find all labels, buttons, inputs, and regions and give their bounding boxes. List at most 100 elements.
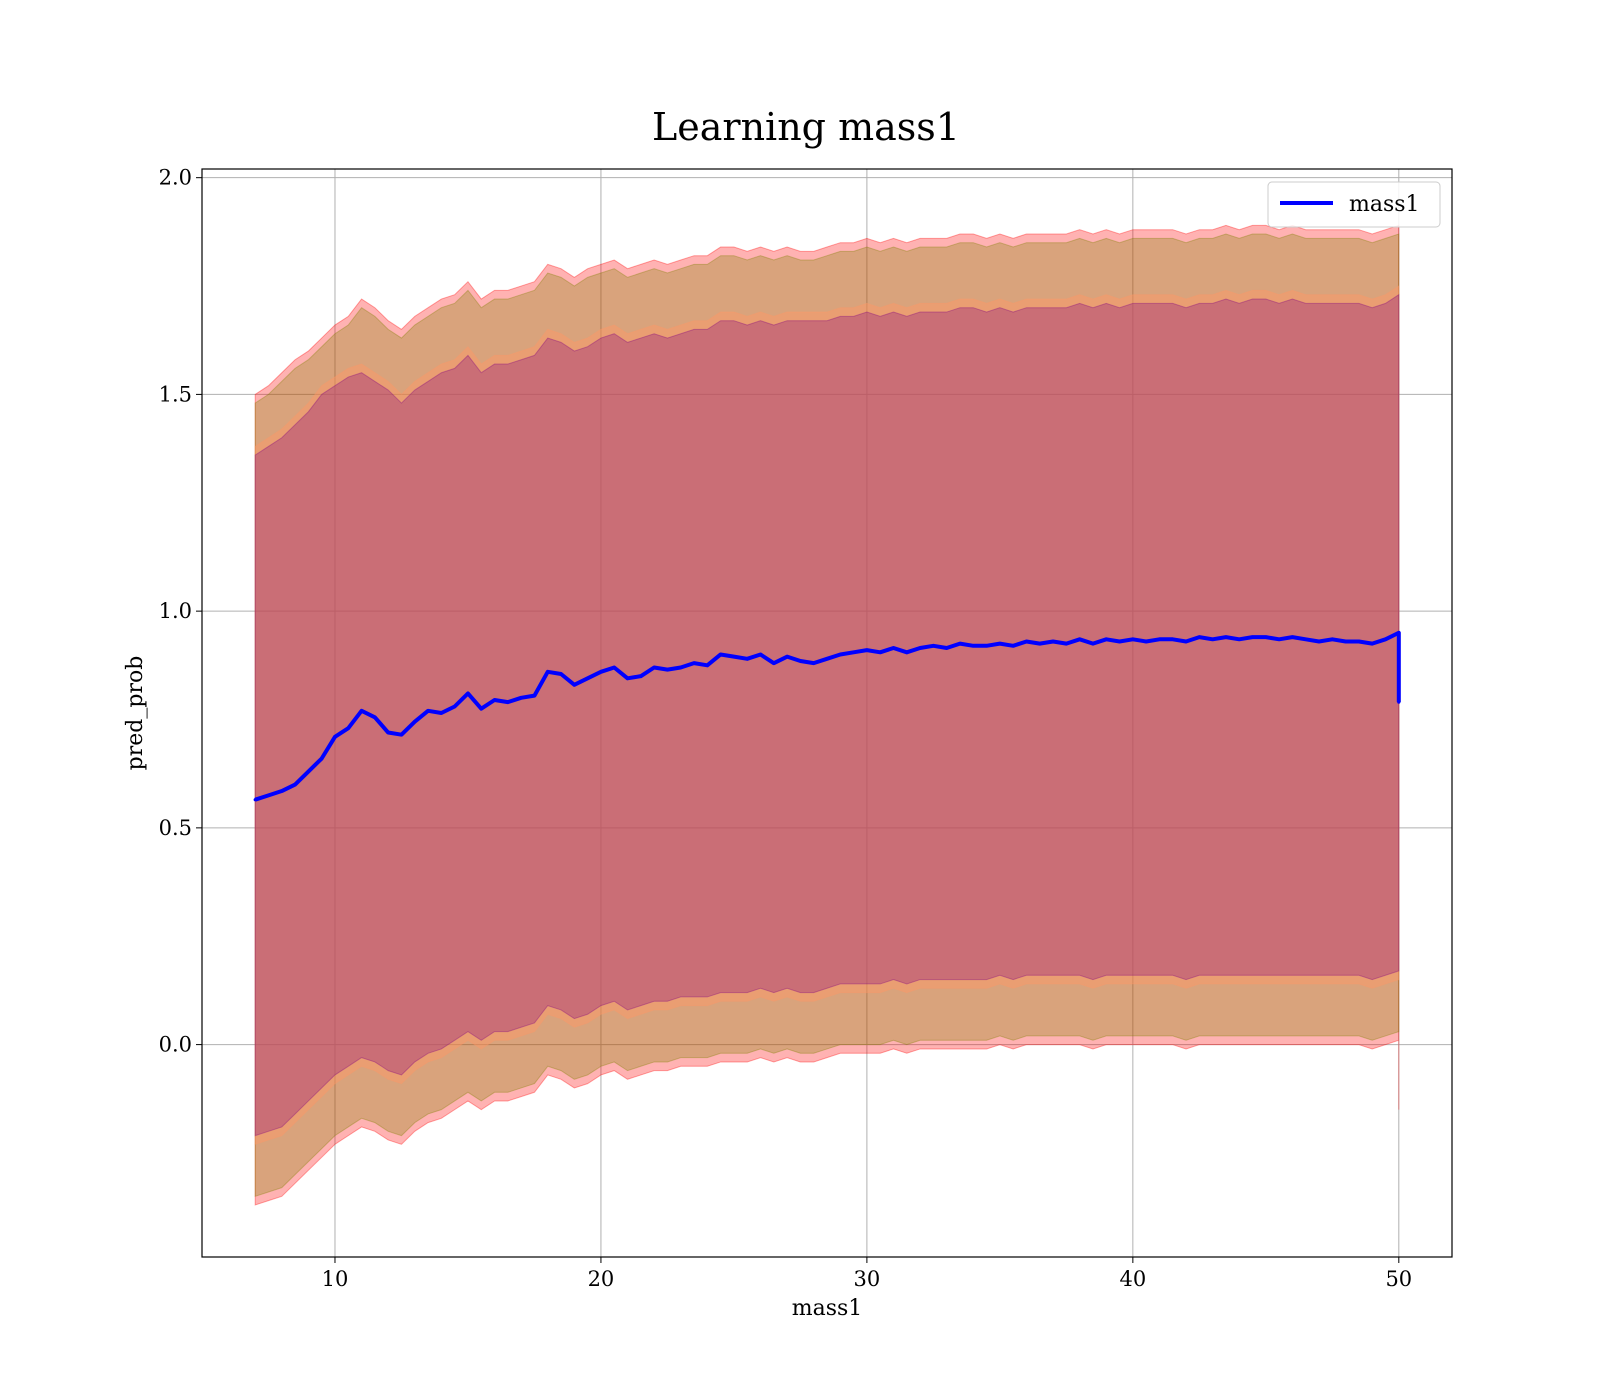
data-point: [586, 676, 590, 680]
x-tick-label: 10: [322, 1267, 349, 1291]
data-point: [1383, 637, 1388, 641]
data-point: [439, 711, 443, 715]
data-point: [772, 661, 776, 665]
data-point: [984, 644, 989, 648]
data-point: [519, 696, 523, 700]
data-point: [971, 644, 975, 648]
data-point: [479, 707, 483, 711]
data-point: [625, 676, 630, 680]
data-point: [1171, 637, 1175, 641]
data-point: [732, 655, 736, 659]
data-point: [692, 661, 696, 665]
data-point: [745, 657, 749, 661]
band-1: [254, 233, 1400, 1197]
data-point: [1317, 639, 1321, 644]
data-point: [1250, 635, 1255, 639]
band-2: [254, 285, 1400, 1145]
data-point: [785, 655, 789, 659]
data-point: [1237, 637, 1241, 641]
data-point: [1304, 637, 1308, 641]
data-point: [1144, 639, 1148, 644]
data-point: [1024, 639, 1029, 644]
data-point: [1397, 700, 1401, 704]
data-point: [333, 735, 337, 739]
data-point: [1091, 642, 1095, 646]
data-point: [679, 665, 683, 670]
legend: mass1: [1267, 181, 1441, 228]
data-point: [639, 674, 643, 678]
data-point: [1344, 639, 1348, 644]
data-point: [851, 650, 856, 654]
data-point: [998, 642, 1002, 646]
data-point: [253, 798, 257, 802]
data-point: [758, 652, 763, 657]
data-point: [1197, 635, 1201, 639]
data-point: [719, 652, 723, 657]
data-point: [399, 733, 404, 737]
data-point: [905, 650, 909, 654]
data-point: [1117, 639, 1122, 644]
data-point: [665, 668, 670, 672]
y-tick-label: 0.0: [159, 1033, 192, 1057]
data-point: [546, 670, 550, 674]
data-point: [705, 663, 709, 667]
data-point: [1397, 631, 1401, 635]
y-axis-ticks: 0.0 0.5 1.0 1.5 2.0: [159, 166, 202, 1057]
data-point: [878, 650, 882, 654]
series-line-mass1: [254, 630, 1401, 802]
data-point: [958, 642, 962, 646]
data-point: [945, 646, 949, 650]
data-point: [1011, 644, 1015, 648]
legend-box: [1267, 181, 1441, 228]
data-point: [1277, 637, 1281, 641]
data-point: [918, 646, 922, 650]
x-tick-label: 30: [854, 1267, 881, 1291]
data-point: [359, 709, 364, 713]
data-point: [293, 782, 297, 787]
data-point: [825, 657, 829, 661]
y-tick-label: 1.0: [159, 599, 192, 623]
data-point: [453, 704, 457, 709]
y-tick-label: 2.0: [159, 166, 192, 190]
data-point: [1290, 635, 1295, 639]
data-point: [492, 698, 497, 702]
data-point: [413, 720, 417, 724]
data-point: [1157, 637, 1162, 641]
data-point: [1064, 642, 1068, 646]
data-point: [865, 648, 869, 652]
data-point: [891, 646, 896, 650]
x-axis-ticks: 10 20 30 40 50: [322, 1257, 1412, 1291]
data-point: [320, 756, 324, 761]
data-point: [798, 659, 803, 663]
data-point: [931, 644, 935, 648]
data-point: [280, 789, 284, 793]
data-point: [1224, 635, 1228, 639]
data-point: [612, 665, 616, 670]
data-point: [532, 694, 537, 698]
data-point: [373, 715, 377, 719]
x-tick-label: 40: [1119, 1267, 1146, 1291]
data-point: [1051, 639, 1055, 644]
y-tick-label: 1.5: [159, 382, 192, 406]
data-point: [572, 683, 576, 687]
plot-frame: [201, 168, 1453, 1258]
y-axis-label: pred_prob: [123, 656, 148, 771]
data-point: [466, 691, 470, 696]
x-axis-label: mass1: [792, 1296, 863, 1321]
data-point: [266, 793, 271, 797]
y-tick-label: 0.5: [159, 816, 192, 840]
chart-title: Learning mass1: [652, 105, 960, 149]
data-point: [1131, 637, 1135, 641]
grid: [202, 169, 1452, 1257]
legend-label-mass1: mass1: [1349, 192, 1420, 217]
data-point: [1211, 637, 1215, 641]
x-tick-label: 20: [588, 1267, 615, 1291]
data-point: [386, 730, 390, 735]
data-point: [426, 709, 430, 713]
data-point: [1104, 637, 1108, 641]
data-point: [346, 726, 350, 730]
data-point: [1078, 637, 1082, 641]
data-point: [506, 700, 510, 704]
band-0: [254, 224, 1400, 1206]
